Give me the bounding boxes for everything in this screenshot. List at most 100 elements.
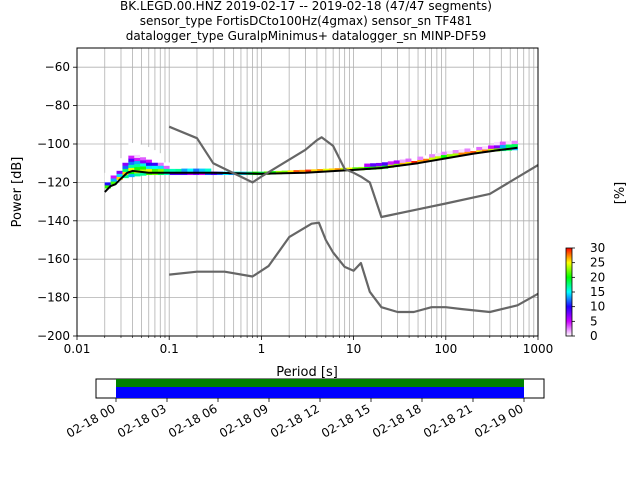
- y-axis-ticks: −200 −180 −160 −140 −120 −100 −80 −60: [37, 60, 77, 343]
- psd-density-cell: [317, 169, 324, 173]
- y-tick-label: −160: [37, 252, 70, 266]
- colorbar-tick-label: 5: [590, 314, 598, 328]
- psd-density-cell: [116, 170, 123, 174]
- psd-density-cell: [140, 144, 147, 149]
- psd-density-cell: [175, 168, 182, 172]
- plot-frame: [76, 47, 539, 337]
- psd-density-cell: [464, 148, 471, 152]
- psd-density-cell: [122, 168, 129, 172]
- series-layer: [104, 125, 538, 314]
- psd-density-cell: [458, 149, 465, 153]
- psd-density-cell: [116, 173, 123, 177]
- psd-density-cell: [128, 167, 135, 171]
- availability-tick-label: 02-19 00: [472, 401, 526, 440]
- psd-density-cell: [104, 182, 112, 186]
- psd-density-cell: [163, 165, 171, 169]
- psd-density-cell: [140, 169, 147, 173]
- colorbar-label: [%]: [613, 182, 628, 205]
- psd-density-cell: [446, 153, 454, 158]
- availability-tick-label: 02-18 03: [115, 401, 169, 440]
- psd-density-cell: [393, 160, 401, 164]
- y-tick-label: −140: [37, 214, 70, 228]
- psd-density-cell: [134, 154, 141, 158]
- y-tick-label: −180: [37, 291, 70, 305]
- psd-density-cell: [429, 154, 436, 158]
- psd-density-cell: [434, 156, 442, 160]
- psd-density-cell: [157, 156, 165, 160]
- y-tick-label: −80: [45, 99, 70, 113]
- psd-density-cell: [116, 176, 123, 181]
- y-tick-label: −200: [37, 329, 70, 343]
- psd-density-cell: [157, 165, 165, 169]
- psd-density-cell: [140, 163, 147, 167]
- psd-density-cell: [134, 160, 141, 165]
- psd-density-cell: [110, 165, 117, 170]
- psd-density-cell: [287, 170, 294, 174]
- psd-density-cell: [470, 150, 477, 155]
- psd-density-cell: [151, 159, 159, 163]
- psd-density-cell: [293, 170, 300, 174]
- psd-density-cell: [423, 155, 430, 159]
- psd-density-cell: [128, 164, 135, 168]
- psd-density-cell: [399, 159, 406, 163]
- psd-density-cell: [151, 153, 159, 157]
- psd-density-cell: [446, 150, 454, 155]
- psd-density-cell: [157, 153, 165, 157]
- psd-density-cell: [140, 166, 147, 170]
- availability-tick-label: 02-18 00: [64, 401, 118, 440]
- psd-density-cell: [429, 157, 436, 161]
- psd-density-cell: [146, 147, 153, 151]
- psd-density-cell: [169, 165, 176, 169]
- psd-density-cell: [122, 162, 129, 166]
- y-tick-label: −120: [37, 175, 70, 189]
- colorbar-tick-label: 10: [590, 300, 605, 314]
- psd-density-cell: [146, 159, 153, 163]
- psd-density-cell: [128, 161, 135, 165]
- availability-tick-label: 02-18 18: [370, 401, 424, 440]
- psd-density-cell: [511, 140, 518, 145]
- psd-density-cell: [134, 166, 141, 171]
- psd-density-cell: [376, 162, 383, 167]
- psd-density-cell: [470, 147, 477, 152]
- x-tick-label: 0.1: [160, 342, 179, 356]
- psd-density-cell: [411, 160, 418, 165]
- psd-density-cell: [116, 158, 123, 162]
- psd-density-cell: [157, 162, 165, 166]
- psd-density-cell: [387, 161, 395, 165]
- psd-density-cell: [128, 155, 135, 159]
- psd-density-cell: [134, 145, 141, 149]
- psd-density-cell: [417, 159, 424, 164]
- psd-density-cell: [452, 153, 459, 157]
- psd-density-cell: [311, 169, 318, 173]
- colorbar-tick-label: 20: [590, 270, 605, 284]
- psd-density-cell: [476, 149, 483, 154]
- psd-density-cell: [334, 168, 342, 172]
- psd-density-cell: [151, 150, 159, 154]
- x-axis-label: Period [s]: [276, 365, 338, 380]
- psd-density-cell: [134, 142, 141, 146]
- x-tick-label: 1: [258, 342, 266, 356]
- availability-gap-bar: [116, 379, 524, 387]
- psd-density-cell: [411, 157, 418, 162]
- psd-density-cell: [128, 152, 135, 156]
- psd-density-cell: [405, 158, 412, 162]
- colorbar-tick-label: 15: [590, 285, 605, 299]
- psd-density-cell: [140, 147, 147, 152]
- colorbar-tick-label: 0: [590, 329, 598, 343]
- psd-density-cell: [122, 153, 129, 157]
- psd-density-cell: [128, 143, 135, 147]
- psd-density-cell: [146, 162, 153, 166]
- x-tick-label: 0.01: [64, 342, 91, 356]
- availability-data-bar: [116, 387, 524, 398]
- availability-tick-label: 02-18 06: [166, 401, 220, 440]
- psd-plot: 0.01 0.1 1 10 100 1000 −200 −180 −160 −140 −120 −1…: [10, 47, 553, 380]
- psd-density-cell: [175, 165, 182, 169]
- psd-density-cell: [157, 159, 165, 163]
- psd-density-cell: [328, 168, 336, 172]
- colorbar-tick-label: 25: [590, 256, 605, 270]
- psd-density-cell: [417, 156, 424, 160]
- colorbar-gradient: [565, 247, 573, 337]
- psd-density-cell: [364, 163, 371, 167]
